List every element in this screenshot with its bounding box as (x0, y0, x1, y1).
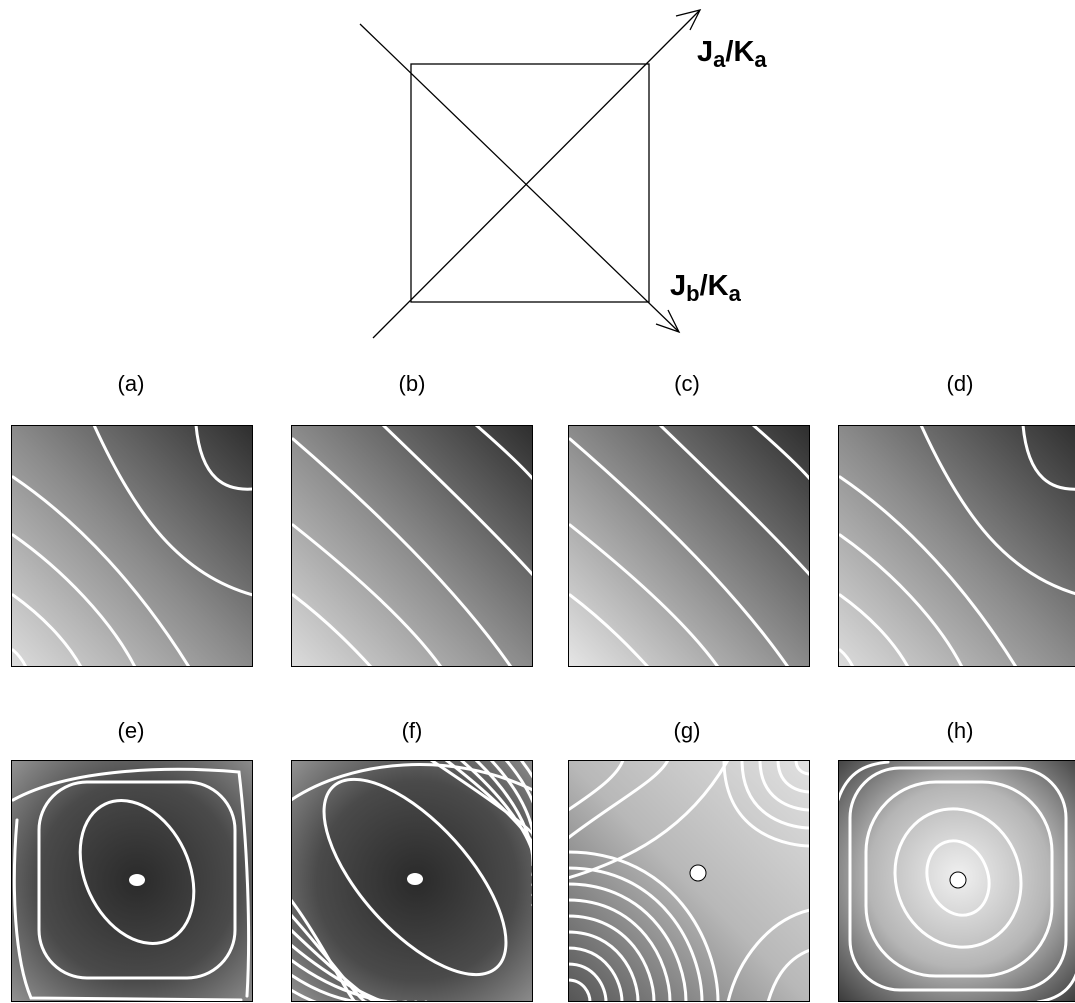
panel-frame (838, 425, 1075, 667)
contour-line (838, 475, 1018, 667)
panel-frame (291, 760, 533, 1002)
panel-frame (568, 425, 810, 667)
contour-panel-g (568, 760, 810, 1002)
panel-frame (838, 760, 1075, 1002)
contour-line (11, 767, 251, 998)
contour-line (740, 760, 810, 830)
axis-b-arrowhead (655, 309, 681, 334)
contour-line (568, 914, 656, 1002)
contour-line (1021, 425, 1075, 491)
panel-background (568, 760, 810, 1002)
saddle-marker (689, 864, 707, 882)
axis-b-line (359, 23, 680, 333)
contour-panel-c (568, 425, 810, 667)
panel-label-g: (g) (673, 718, 701, 743)
panel-label-c: (c) (674, 371, 700, 396)
contour-line (568, 593, 650, 667)
panel-frame (11, 760, 253, 1002)
maximum-marker (949, 871, 967, 889)
contour-line (568, 523, 720, 667)
contour-line (838, 760, 890, 802)
panel-label-d: (d) (946, 371, 974, 396)
schematic-square (410, 63, 650, 303)
axis-label-jb-ka: Jb/Ka (670, 270, 741, 306)
contour-line (12, 818, 243, 1002)
contour-line (893, 807, 1023, 949)
contour-line (291, 593, 373, 667)
contour-line (504, 760, 533, 887)
contour-line (766, 948, 810, 1002)
contour-line (848, 766, 1068, 992)
contour-line (568, 978, 592, 1002)
contour-line (92, 425, 253, 597)
contour-line (194, 425, 253, 491)
minimum-marker (129, 874, 145, 886)
contour-panel-h (838, 760, 1075, 1002)
contour-line (291, 928, 378, 1002)
contour-line (568, 437, 790, 667)
contour-line (776, 760, 810, 794)
contour-panel-d (838, 425, 1075, 667)
contour-line (37, 780, 237, 980)
contour-panel-f (291, 760, 533, 1002)
contour-line (568, 760, 625, 812)
contour-line (291, 763, 533, 802)
panel-label-b: (b) (398, 371, 426, 396)
minimum-marker (407, 873, 423, 885)
contour-line (925, 839, 991, 917)
contour-line (726, 908, 810, 1002)
contour-line (568, 930, 640, 1002)
contour-line (658, 425, 810, 577)
contour-line (489, 760, 533, 877)
axes-schematic (359, 9, 702, 339)
contour-line (568, 850, 720, 1002)
contour-panel-a (11, 425, 253, 667)
panel-label-e: (e) (117, 718, 145, 743)
panel-frame (291, 425, 533, 667)
contour-line (291, 988, 418, 1002)
contour-line (568, 882, 688, 1002)
contour-line (568, 760, 670, 840)
contour-line (11, 648, 28, 667)
contour-line (919, 425, 1075, 595)
axis-label-ja-ka: Ja/Ka (697, 36, 767, 72)
contour-line (11, 593, 83, 667)
contour-line (838, 593, 910, 667)
contour-line (568, 962, 608, 1002)
axis-a-line (372, 9, 701, 339)
contour-line (568, 946, 624, 1002)
contour-line (291, 437, 513, 667)
axis-a-arrowhead (675, 9, 702, 31)
contour-line (291, 973, 408, 1002)
contour-line (322, 777, 508, 977)
panel-label-h: (h) (946, 718, 974, 743)
contour-line (568, 866, 704, 1002)
contour-line (444, 760, 533, 847)
panel-background (11, 425, 253, 667)
contour-line (474, 425, 533, 481)
contour-line (758, 760, 810, 812)
contour-line (78, 799, 196, 945)
contour-line (864, 780, 1054, 978)
contour-panel-e (11, 760, 253, 1002)
panel-frame (11, 425, 253, 667)
contour-line (11, 475, 191, 667)
panel-frame (568, 760, 810, 1002)
panel-background (838, 425, 1075, 667)
contour-line (751, 425, 810, 481)
contour-line (1036, 973, 1075, 1002)
contour-line (11, 533, 137, 667)
contour-line (381, 425, 533, 577)
contour-line (722, 760, 810, 848)
panel-label-f: (f) (401, 718, 423, 743)
contour-line (838, 648, 855, 667)
contour-line (291, 523, 443, 667)
contour-line (568, 898, 672, 1002)
contour-line (838, 533, 964, 667)
contour-panel-b (291, 425, 533, 667)
panel-label-a: (a) (117, 371, 145, 396)
